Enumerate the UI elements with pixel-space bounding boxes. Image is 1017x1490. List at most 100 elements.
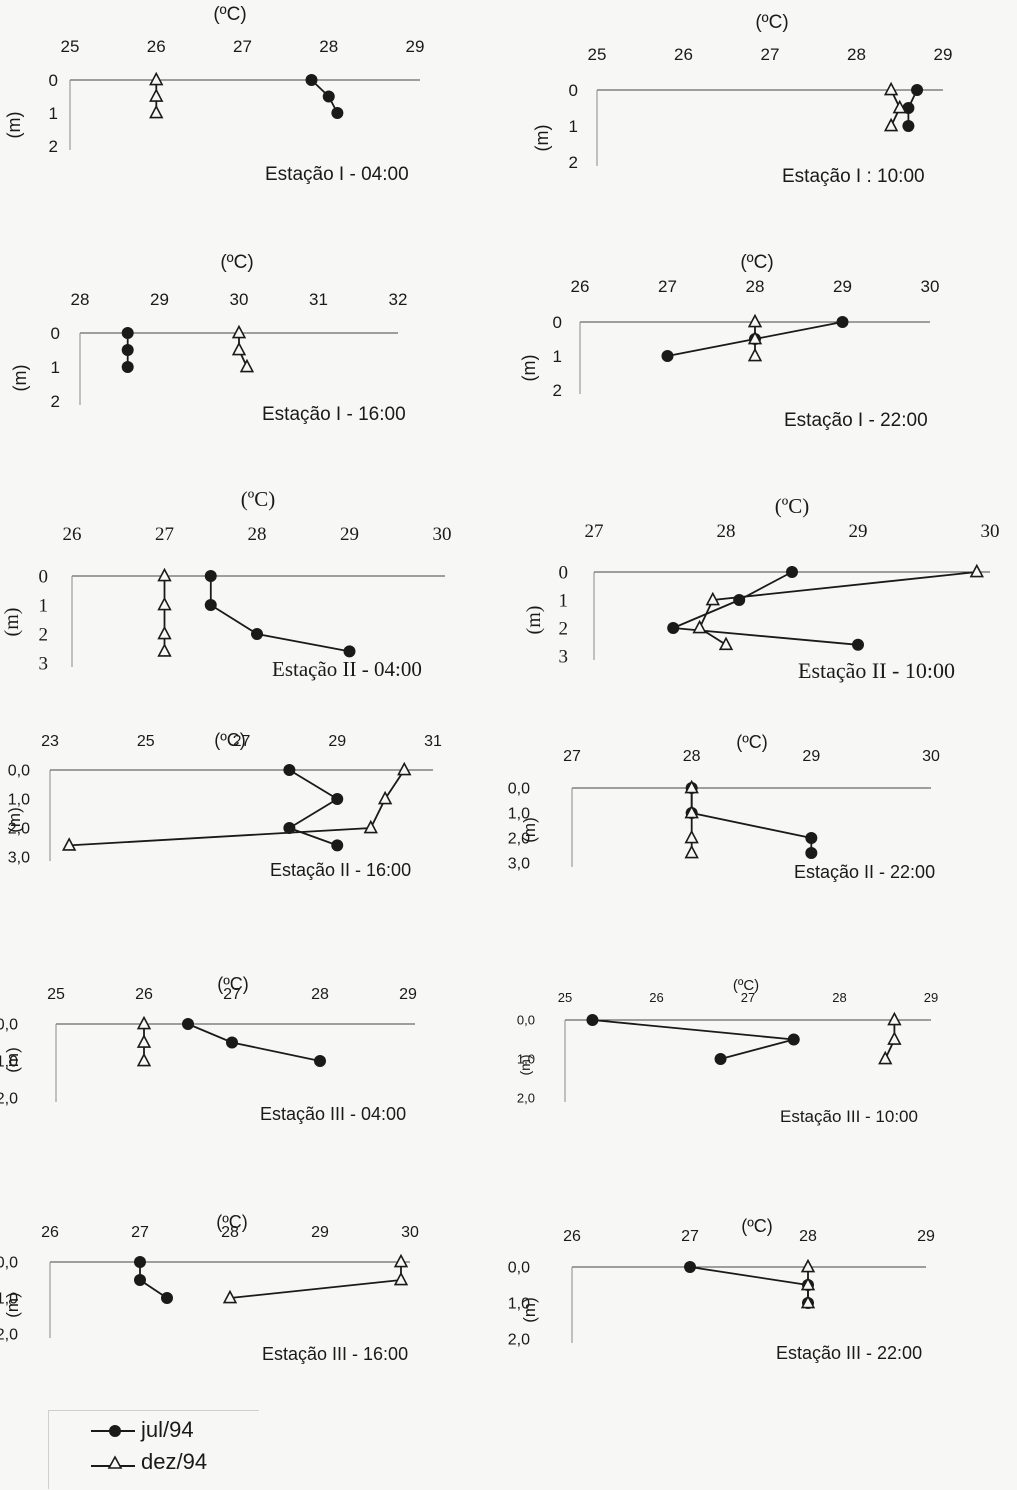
data-point-circle (911, 84, 924, 96)
data-point-circle (586, 1014, 599, 1026)
y-tick-label: 1 (559, 591, 569, 612)
data-point-triangle (887, 1031, 902, 1045)
data-point-circle (204, 599, 217, 611)
x-tick-label: 26 (674, 45, 693, 64)
data-point-circle (161, 1292, 173, 1304)
x-tick-label: 27 (233, 37, 252, 56)
data-point-circle (322, 90, 335, 103)
x-tick-label: 30 (230, 290, 249, 309)
data-point-triangle (684, 844, 699, 859)
y-axis-label: (m) (3, 1047, 22, 1072)
y-tick-label: 1 (553, 347, 562, 366)
data-point-triangle (800, 1294, 816, 1309)
data-point-circle (305, 74, 318, 86)
data-point-triangle (878, 1050, 893, 1065)
panel-title: Estação III - 22:00 (776, 1343, 922, 1363)
x-tick-label: 29 (399, 986, 417, 1003)
panel-10: (ºC) (m) 25 26 27 28 29 0,0 1,0 2,0 Estação III - … (517, 977, 938, 1126)
data-point-circle (836, 316, 849, 328)
y-tick-label: 2 (553, 381, 562, 400)
data-point-circle (283, 764, 296, 776)
data-point-triangle (969, 563, 984, 578)
y-tick-label: 2 (51, 392, 60, 411)
data-point-triangle (136, 1034, 152, 1048)
data-point-triangle (157, 643, 172, 657)
panel-title: Estação I : 10:00 (782, 166, 925, 187)
data-point-circle (314, 1055, 326, 1067)
x-tick-label: 26 (63, 524, 82, 545)
data-point-triangle (136, 1052, 152, 1067)
data-point-circle (226, 1036, 238, 1049)
x-tick-label: 25 (137, 733, 155, 750)
data-point-triangle (747, 313, 763, 328)
x-axis-unit-label: (ºC) (755, 12, 788, 33)
data-point-triangle (377, 790, 393, 805)
y-tick-label: 1,0 (8, 792, 30, 809)
x-tick-label: 28 (221, 1224, 239, 1241)
x-tick-label: 27 (233, 733, 251, 750)
x-tick-label: 28 (311, 986, 329, 1003)
data-point-circle (134, 1274, 146, 1286)
y-axis-label: (m) (520, 1297, 539, 1322)
legend-label: jul/94 (141, 1417, 194, 1442)
data-point-triangle (684, 804, 699, 819)
panel-title: Estação I - 22:00 (784, 410, 928, 431)
y-tick-label: 3 (559, 647, 569, 668)
legend-marker-circle (91, 1425, 135, 1437)
x-tick-label: 26 (571, 277, 590, 296)
y-tick-label: 0 (49, 71, 58, 90)
series-line-dez (229, 1262, 402, 1299)
data-point-circle (787, 1033, 800, 1046)
panel-title: Estação III - 04:00 (260, 1104, 406, 1124)
series-line-dez (69, 769, 406, 847)
data-point-triangle (883, 81, 899, 96)
x-tick-label: 29 (802, 748, 820, 765)
data-point-circle (733, 594, 746, 606)
panel-2: (ºC) (m) 25 26 27 28 29 0 1 2 Estação I : 10:00 (532, 12, 952, 187)
y-tick-label: 0 (559, 563, 569, 584)
x-tick-label: 25 (588, 45, 607, 64)
x-axis-unit-label: (ºC) (736, 732, 768, 752)
y-tick-label: 1,0 (508, 1296, 530, 1313)
y-tick-label: 1 (569, 117, 578, 136)
y-tick-label: 2,0 (508, 831, 530, 848)
data-point-triangle (157, 567, 172, 582)
panel-title: Estação II - 16:00 (270, 860, 411, 880)
x-tick-label: 29 (340, 524, 359, 545)
y-tick-label: 0 (51, 324, 60, 343)
data-point-circle (343, 645, 356, 658)
legend-item-jul: jul/94 (89, 1417, 194, 1443)
panel-4: (ºC) (m) 26 27 28 29 30 0 1 2 Estação I - 22:00 (519, 252, 939, 431)
data-point-circle (667, 622, 680, 634)
x-tick-label: 26 (649, 990, 663, 1005)
legend-item-dez: dez/94 (89, 1449, 207, 1475)
y-axis-label: (m) (3, 1292, 22, 1317)
data-point-circle (204, 570, 217, 582)
y-tick-label: 1 (51, 358, 60, 377)
data-point-triangle (692, 619, 707, 634)
x-tick-label: 28 (799, 1228, 817, 1245)
data-point-circle (283, 822, 296, 834)
panel-title: Estação III - 10:00 (780, 1107, 918, 1126)
x-axis-unit-label: (ºC) (733, 977, 759, 994)
legend: jul/94 dez/94 (48, 1410, 259, 1489)
x-tick-label: 29 (917, 1228, 935, 1245)
y-tick-label: 0,0 (508, 781, 530, 798)
legend-label: dez/94 (141, 1449, 208, 1474)
y-tick-label: 2,0 (517, 1091, 535, 1106)
x-axis-unit-label: (ºC) (740, 252, 773, 273)
panel-8: (ºC) (m) 27 28 29 30 0,0 1,0 2,0 3,0 Estação II - … (508, 732, 940, 882)
y-tick-label: 2 (39, 625, 49, 646)
data-point-triangle (883, 117, 899, 132)
x-axis-unit-label: (ºC) (216, 1212, 248, 1232)
x-tick-label: 29 (406, 37, 425, 56)
x-axis-unit-label: (ºC) (214, 730, 246, 750)
x-tick-label: 30 (401, 1224, 419, 1241)
panel-1: (ºC) (m) 25 26 27 28 29 0 1 2 Estação I - 04:00 (4, 4, 424, 185)
x-axis-unit-label: (ºC) (741, 1216, 773, 1236)
y-tick-label: 2,0 (8, 821, 30, 838)
y-tick-label: 2 (559, 619, 569, 640)
data-point-triangle (705, 591, 720, 606)
x-tick-label: 28 (248, 524, 267, 545)
y-tick-label: 2 (569, 153, 578, 172)
